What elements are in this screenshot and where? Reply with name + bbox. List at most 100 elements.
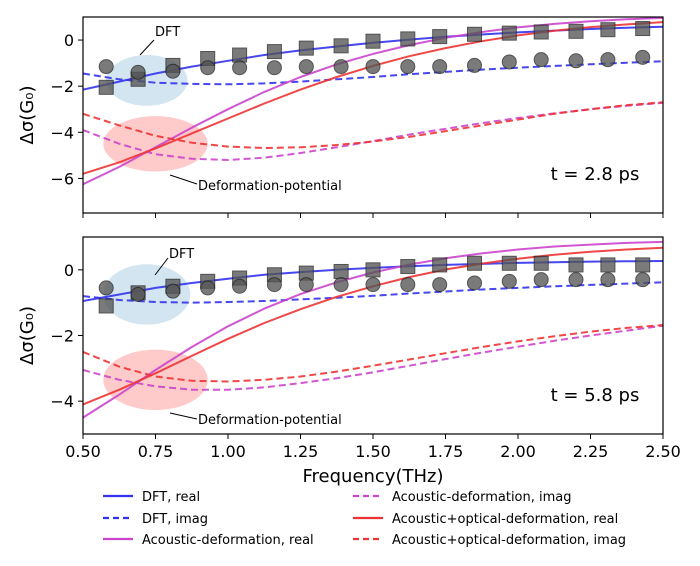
circle-marker [635,272,651,288]
circle-marker [533,52,549,68]
square-marker [432,29,448,45]
x-tick-label: 1.50 [355,442,391,461]
legend: DFT, real DFT, imag Acoustic-deformation, … [103,490,626,548]
circle-marker [568,53,584,69]
dft-annotation: DFT [155,25,180,40]
y-axis-title: Δσ(G₀) [17,86,38,145]
x-tick-label: 0.75 [138,442,174,461]
square-marker [568,23,584,39]
circle-marker [200,60,216,76]
square-marker [432,257,448,273]
plot-area [83,240,663,419]
square-marker [568,257,584,273]
circle-marker [333,277,349,293]
series-line-1 [83,281,663,304]
square-marker [501,255,517,271]
square-marker [501,25,517,41]
circle-marker [501,54,517,70]
square-marker [98,79,114,95]
circle-marker [232,278,248,294]
circle-marker [98,59,114,75]
x-tick-label: 2.00 [500,442,536,461]
x-axis-title: Frequency(THz) [302,466,443,487]
circle-marker [400,59,416,75]
dft-leader-line [139,39,155,56]
circle-marker [635,49,651,65]
legend-label: Acoustic-deformation, real [142,533,314,548]
y-tick-label: −2 [50,77,74,96]
series-line-5 [83,324,663,383]
square-marker [365,262,381,278]
circle-marker [130,286,146,302]
legend-label: DFT, real [142,490,200,505]
circle-marker [365,277,381,293]
circle-marker [130,64,146,80]
circle-marker [200,280,216,296]
series-line-3 [83,324,663,391]
circle-marker [98,280,114,296]
square-marker [533,24,549,40]
circle-marker [365,59,381,75]
circle-marker [600,52,616,68]
square-marker [600,257,616,273]
circle-marker [600,272,616,288]
circle-marker [501,273,517,289]
circle-marker [298,277,314,293]
square-marker [635,257,651,273]
time-label: t = 5.8 ps [551,385,640,406]
circle-marker [298,59,314,75]
circle-marker [400,277,416,293]
panel-top: 0 −2 −4 −6 Δσ(G₀) DFT Deformation-potential t =… [17,16,664,218]
square-marker [333,38,349,54]
circle-marker [266,60,282,76]
x-tick-label: 1.00 [210,442,246,461]
deformation-annotation: Deformation-potential [198,413,342,428]
circle-marker [467,275,482,291]
y-tick-label: −4 [50,392,74,411]
square-marker [232,47,248,63]
plot-area [83,17,663,186]
panel-bottom: 0.50 0.75 1.00 1.25 1.50 1.75 2.00 2.25 2.50 0 −2 −… [17,236,681,461]
series-line-2 [83,17,663,186]
square-marker [98,298,114,314]
circle-marker [165,283,181,299]
x-tick-label: 2.50 [645,442,681,461]
square-marker [635,21,651,37]
x-tick-label: 1.75 [428,442,464,461]
circle-marker [232,60,248,76]
circle-marker [432,59,448,75]
series-line-5 [83,101,663,149]
circle-marker [266,277,282,293]
legend-label: Acoustic+optical-deformation, real [392,512,618,527]
legend-label: DFT, imag [142,512,208,527]
square-marker [266,44,282,60]
deformation-ellipse [103,349,208,411]
square-marker [467,255,482,271]
square-marker [298,40,314,56]
circle-marker [467,57,482,73]
circle-marker [568,272,584,288]
y-tick-label: 0 [64,261,74,280]
y-tick-label: −4 [50,123,74,142]
y-tick-label: −6 [50,169,74,188]
series-line-1 [83,60,663,86]
y-tick-label: −2 [50,327,74,346]
x-tick-label: 2.25 [573,442,609,461]
x-tick-label: 1.25 [283,442,319,461]
deformation-leader-line [169,412,198,420]
x-tick-label: 0.50 [65,442,101,461]
circle-marker [432,277,448,293]
square-marker [533,255,549,271]
deformation-leader-line [169,174,198,185]
time-label: t = 2.8 ps [551,164,640,185]
square-marker [467,26,482,42]
square-marker [400,259,416,275]
legend-label: Acoustic-deformation, imag [392,490,572,505]
y-axis-title: Δσ(G₀) [17,306,38,365]
square-marker [333,263,349,279]
circle-marker [333,59,349,75]
y-tick-label: 0 [64,31,74,50]
circle-marker [165,63,181,79]
circle-marker [533,272,549,288]
